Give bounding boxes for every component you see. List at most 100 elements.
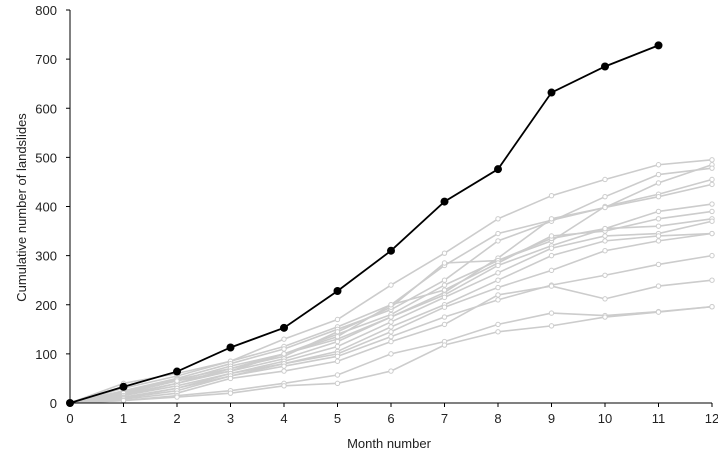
background-series-point: [441, 250, 448, 256]
x-tick-label: 2: [173, 411, 180, 426]
background-series-point: [602, 193, 608, 200]
background-series-point: [388, 302, 394, 308]
background-series-point: [495, 292, 501, 298]
background-series-point: [548, 267, 555, 274]
background-series-point: [495, 262, 501, 269]
background-series-point: [227, 375, 234, 382]
background-series-point: [174, 378, 180, 384]
background-series-point: [602, 238, 608, 244]
background-series-point: [495, 238, 501, 244]
background-series-point: [709, 277, 715, 283]
x-tick-label: 9: [548, 411, 555, 426]
background-series-point: [441, 282, 448, 288]
background-series-point: [174, 394, 180, 400]
y-tick-label: 100: [35, 347, 57, 362]
background-series-point: [655, 193, 662, 200]
background-series-point: [281, 368, 287, 374]
background-series-point: [655, 180, 662, 186]
highlight-series-point: [654, 41, 663, 50]
x-tick-label: 10: [598, 411, 612, 426]
background-series-point: [281, 363, 287, 369]
background-series-point: [334, 316, 341, 323]
highlight-series-point: [280, 323, 288, 332]
background-series-point: [281, 346, 287, 352]
background-series-point: [548, 323, 555, 329]
background-series-point: [334, 333, 341, 340]
background-series-point: [334, 353, 341, 360]
highlight-series-point: [494, 165, 502, 174]
background-series-point: [441, 294, 448, 301]
background-series-point: [388, 282, 394, 288]
background-series-point: [655, 283, 662, 289]
background-series-point: [441, 321, 448, 328]
background-series-point: [602, 204, 608, 211]
background-series-point: [495, 329, 501, 335]
highlight-series-group: [66, 41, 663, 407]
highlight-series-point: [387, 246, 395, 255]
background-series-point: [548, 245, 555, 251]
background-series-point: [709, 252, 715, 259]
background-series-point: [655, 238, 662, 244]
background-series-point: [602, 225, 608, 232]
background-series-point: [495, 230, 501, 237]
background-series-line: [69, 159, 713, 404]
background-series-point: [495, 284, 501, 291]
x-tick-label: 3: [227, 411, 234, 426]
background-series-point: [602, 296, 608, 302]
highlight-series-line: [69, 44, 659, 404]
axes: [66, 9, 713, 407]
background-series-point: [655, 216, 662, 222]
background-series-point: [495, 297, 501, 303]
background-series-point: [709, 181, 715, 188]
background-series-point: [441, 287, 448, 293]
background-series-point: [655, 162, 662, 168]
x-tick-label: 7: [441, 411, 448, 426]
background-series-point: [227, 390, 234, 396]
highlight-series-point: [173, 367, 181, 376]
highlight-series-point: [333, 286, 342, 295]
background-series-point: [602, 314, 608, 320]
x-tick-label: 5: [334, 411, 341, 426]
background-series-point: [441, 260, 448, 266]
background-series-point: [281, 351, 287, 357]
background-series-point: [334, 338, 341, 345]
background-series-point: [709, 230, 715, 237]
x-tick-label: 0: [66, 411, 73, 426]
background-series-point: [548, 192, 555, 199]
x-tick-label: 6: [387, 411, 394, 426]
background-series-point: [495, 321, 501, 328]
background-series-point: [281, 336, 287, 342]
background-series-point: [709, 304, 715, 310]
highlight-series-point: [226, 343, 235, 352]
y-tick-label: 0: [50, 396, 57, 411]
y-axis-title: Cumulative number of landslides: [14, 113, 29, 302]
y-tick-label: 400: [35, 200, 57, 215]
background-series-point: [655, 223, 662, 229]
background-series-point: [334, 358, 341, 364]
y-tick-label: 500: [35, 150, 57, 165]
background-series-point: [441, 342, 448, 348]
background-series-point: [548, 233, 555, 239]
y-tick-label: 800: [35, 3, 57, 18]
background-series-point: [709, 201, 715, 207]
background-series-point: [334, 329, 341, 335]
background-series-point: [602, 272, 608, 278]
background-series-point: [388, 319, 394, 325]
background-series-point: [388, 338, 394, 345]
background-series-point: [495, 270, 501, 276]
y-tick-label: 700: [35, 52, 57, 67]
background-series-point: [334, 343, 341, 350]
highlight-series-point: [601, 62, 609, 71]
background-series-point: [709, 157, 715, 163]
background-series-point: [334, 380, 341, 387]
background-series-point: [388, 329, 394, 335]
x-tick-label: 12: [705, 411, 718, 426]
tick-labels: 0 1 2 3 4 5 6 7 8 9 10 11 12010020030040050060070080…: [35, 3, 718, 426]
x-tick-label: 4: [280, 411, 287, 426]
background-series-point: [388, 368, 394, 374]
background-series-point: [495, 216, 501, 222]
background-series-group: [67, 157, 715, 406]
y-tick-label: 600: [35, 101, 57, 116]
background-series-point: [441, 277, 448, 283]
